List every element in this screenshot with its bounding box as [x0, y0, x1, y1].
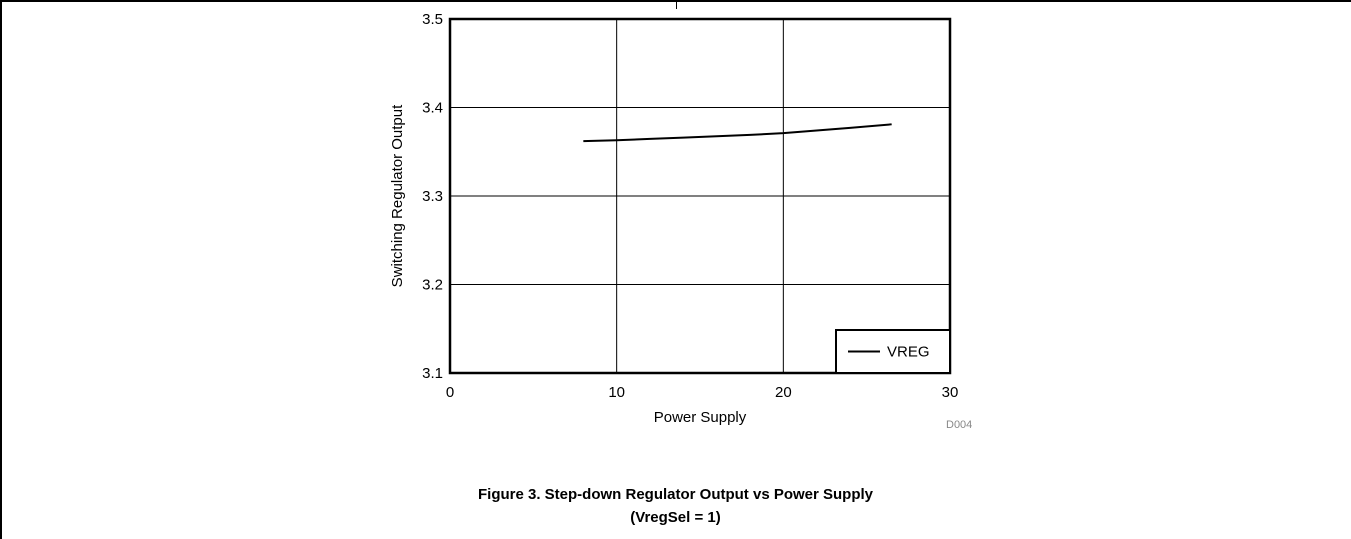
y-tick-label: 3.1 — [422, 365, 443, 382]
y-tick-label: 3.3 — [422, 188, 443, 205]
series-layer — [583, 123, 892, 143]
y-tick-label: 3.2 — [422, 277, 443, 294]
figure-caption-subtitle: (VregSel = 1) — [630, 509, 721, 526]
grid-lines — [449, 18, 951, 374]
page-frame-divider — [676, 0, 677, 9]
x-tick-labels: 0 10 20 30 — [446, 384, 959, 401]
x-tick-label: 30 — [942, 384, 959, 401]
figure-caption: Figure 3. Step-down Regulator Output vs … — [477, 486, 874, 503]
plot-area-border — [448, 17, 952, 375]
series-line-vreg — [583, 123, 892, 143]
x-tick-label: 0 — [446, 384, 454, 401]
x-axis-title: Power Supply — [654, 409, 747, 426]
chart: 0 10 20 30 3.1 3.2 3.3 3.4 3.5 Power Supply Swi… — [389, 11, 972, 431]
x-tick-label: 20 — [775, 384, 792, 401]
page-frame-left — [0, 0, 2, 539]
figure-code-annotation: D004 — [946, 419, 972, 431]
legend-label-vreg: VREG — [887, 344, 930, 361]
y-axis-title: Switching Regulator Output — [389, 104, 406, 287]
x-tick-label: 10 — [608, 384, 625, 401]
y-tick-labels: 3.1 3.2 3.3 3.4 3.5 — [422, 11, 443, 382]
legend: VREG — [835, 329, 951, 374]
page-frame-top — [0, 0, 1351, 2]
y-tick-label: 3.4 — [422, 100, 443, 117]
y-tick-label: 3.5 — [422, 11, 443, 28]
